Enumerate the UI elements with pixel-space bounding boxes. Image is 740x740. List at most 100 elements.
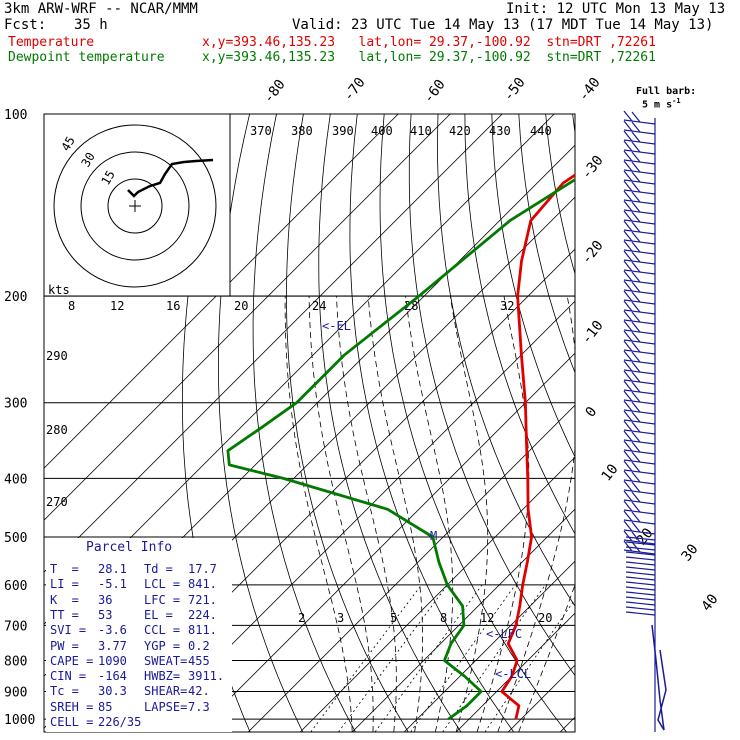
parcel-info-cell: 224. bbox=[188, 607, 217, 622]
wind-barb-flag bbox=[631, 201, 641, 213]
mixing-ratio-label-5: 5 bbox=[390, 611, 397, 625]
pressure-label-100: 100 bbox=[4, 108, 27, 123]
wind-barb-flag bbox=[623, 460, 633, 472]
parcel-info-cell: -164 bbox=[98, 669, 127, 684]
parcel-info-cell: 721. bbox=[188, 592, 217, 607]
wind-barb-flag bbox=[631, 221, 641, 233]
wind-barb-flag bbox=[623, 250, 633, 262]
speed-label-28: 28 bbox=[404, 299, 418, 313]
parcel-info-cell: CCL = bbox=[144, 623, 181, 638]
isotherm-50 bbox=[612, 114, 740, 732]
wind-barb-flag bbox=[631, 251, 641, 263]
theta-label-370: 370 bbox=[250, 124, 272, 138]
dry-adiabat-360 bbox=[518, 114, 575, 374]
parcel-info-cell: 1090 bbox=[98, 653, 127, 668]
isotherm-label--80: -80 bbox=[261, 77, 289, 107]
isotherm--90 bbox=[44, 114, 503, 573]
hodograph-trace bbox=[127, 158, 214, 198]
wind-barb-flag bbox=[623, 120, 633, 132]
wind-barb-flag bbox=[623, 490, 633, 502]
isotherm-label--50: -50 bbox=[501, 75, 529, 105]
wind-barb-flag bbox=[631, 321, 641, 333]
parcel-info-cell: 17.7 bbox=[188, 562, 217, 576]
wind-barb-cluster bbox=[651, 624, 667, 731]
pressure-label-400: 400 bbox=[4, 472, 27, 487]
profiles bbox=[226, 173, 575, 721]
wind-barb-flag bbox=[623, 520, 633, 532]
wind-barbs bbox=[623, 110, 667, 732]
isotherm-label--20: -20 bbox=[579, 238, 607, 268]
wind-barb-flag bbox=[623, 270, 633, 282]
wind-barb-flag bbox=[623, 370, 633, 382]
moist-adiabat-4 bbox=[308, 296, 374, 732]
wind-barb-flag bbox=[631, 331, 641, 343]
mixing-ratio-20 bbox=[484, 598, 575, 732]
wind-barb-flag bbox=[631, 141, 641, 153]
wind-barb-flag bbox=[631, 151, 641, 163]
theta-label-390: 390 bbox=[332, 124, 354, 138]
isotherm-label--40: -40 bbox=[576, 75, 604, 105]
mixing-ratio-label-8: 8 bbox=[440, 611, 447, 625]
speed-label-12: 12 bbox=[110, 299, 124, 313]
hodograph-units: kts bbox=[48, 283, 70, 297]
isotherm-0 bbox=[351, 508, 575, 732]
parcel-info-cell: CAPE = bbox=[50, 653, 94, 668]
theta-label-380: 380 bbox=[291, 124, 313, 138]
theta-label-410: 410 bbox=[410, 124, 432, 138]
dry-adiabat-290 bbox=[318, 114, 462, 732]
parcel-info-cell: LI = bbox=[50, 577, 79, 592]
parcel-info-cell: 36 bbox=[98, 592, 113, 607]
dry-adiabat-380 bbox=[572, 114, 575, 136]
model-title: 3km ARW-WRF -- NCAR/MMM bbox=[4, 1, 198, 17]
storm-motion-marker: M bbox=[430, 529, 437, 543]
pressure-label-200: 200 bbox=[4, 290, 27, 305]
isotherm--100 bbox=[44, 114, 451, 521]
dewpoint-legend-info: x,y=393.46,135.23 lat,lon= 29.37,-100.92… bbox=[202, 50, 656, 65]
isotherm--30 bbox=[195, 352, 575, 732]
wind-barb-flag bbox=[631, 191, 641, 203]
parcel-info-cell: 85 bbox=[98, 699, 113, 714]
wind-barb-low bbox=[625, 586, 656, 591]
parcel-info-cell: 0.2 bbox=[188, 638, 210, 653]
annotations: <-EL <-LFC <-LCL M bbox=[322, 319, 531, 681]
wind-barb-flag bbox=[631, 311, 641, 323]
wind-barb-flag bbox=[631, 171, 641, 183]
isotherm-10 bbox=[403, 560, 575, 732]
wind-barb-flag bbox=[623, 380, 633, 392]
wind-barb-flag bbox=[623, 150, 633, 162]
wind-barb-flag bbox=[623, 540, 633, 552]
theta-label-400: 400 bbox=[371, 124, 393, 138]
hodograph-ring-2 bbox=[80, 151, 190, 261]
wind-barb-flag bbox=[631, 471, 641, 483]
lcl-marker: <-LCL bbox=[495, 667, 531, 681]
wind-barb-flag bbox=[623, 410, 633, 422]
speed-label-32: 32 bbox=[500, 299, 514, 313]
wind-barb-flag bbox=[631, 461, 641, 473]
parcel-info-cell: SHEAR= bbox=[144, 684, 188, 699]
wind-barb-flag bbox=[631, 501, 641, 513]
barb-legend-value: 5 m s-1 bbox=[642, 94, 681, 112]
parcel-info-cell: HWBZ= bbox=[144, 669, 181, 684]
wind-barb-flag bbox=[623, 480, 633, 492]
wind-barb-flag bbox=[623, 300, 633, 312]
wind-barb-flag bbox=[623, 390, 633, 402]
wind-barb-flag bbox=[631, 421, 641, 433]
wind-barb-low bbox=[625, 606, 656, 611]
wind-barb-flag bbox=[623, 420, 633, 432]
parcel-info-cell: -5.1 bbox=[98, 577, 127, 592]
parcel-info-cell: SWEAT= bbox=[144, 653, 188, 668]
wind-barb-flag bbox=[623, 200, 633, 212]
wind-barb-flag bbox=[623, 130, 633, 142]
wind-barb-flag bbox=[623, 110, 633, 122]
wind-barb-flag bbox=[631, 371, 641, 383]
wind-barb-flag bbox=[623, 340, 633, 352]
theta-label-430: 430 bbox=[489, 124, 511, 138]
wind-barb-flag bbox=[631, 231, 641, 243]
barb-legend-title: Full barb: bbox=[636, 86, 697, 97]
parcel-info-cell: PW = bbox=[50, 638, 79, 653]
dry-adiabat-340 bbox=[464, 114, 575, 535]
wind-barb-flag bbox=[631, 261, 641, 273]
hodograph-ring-3 bbox=[53, 124, 217, 288]
isotherm-label-40: 40 bbox=[699, 591, 722, 614]
